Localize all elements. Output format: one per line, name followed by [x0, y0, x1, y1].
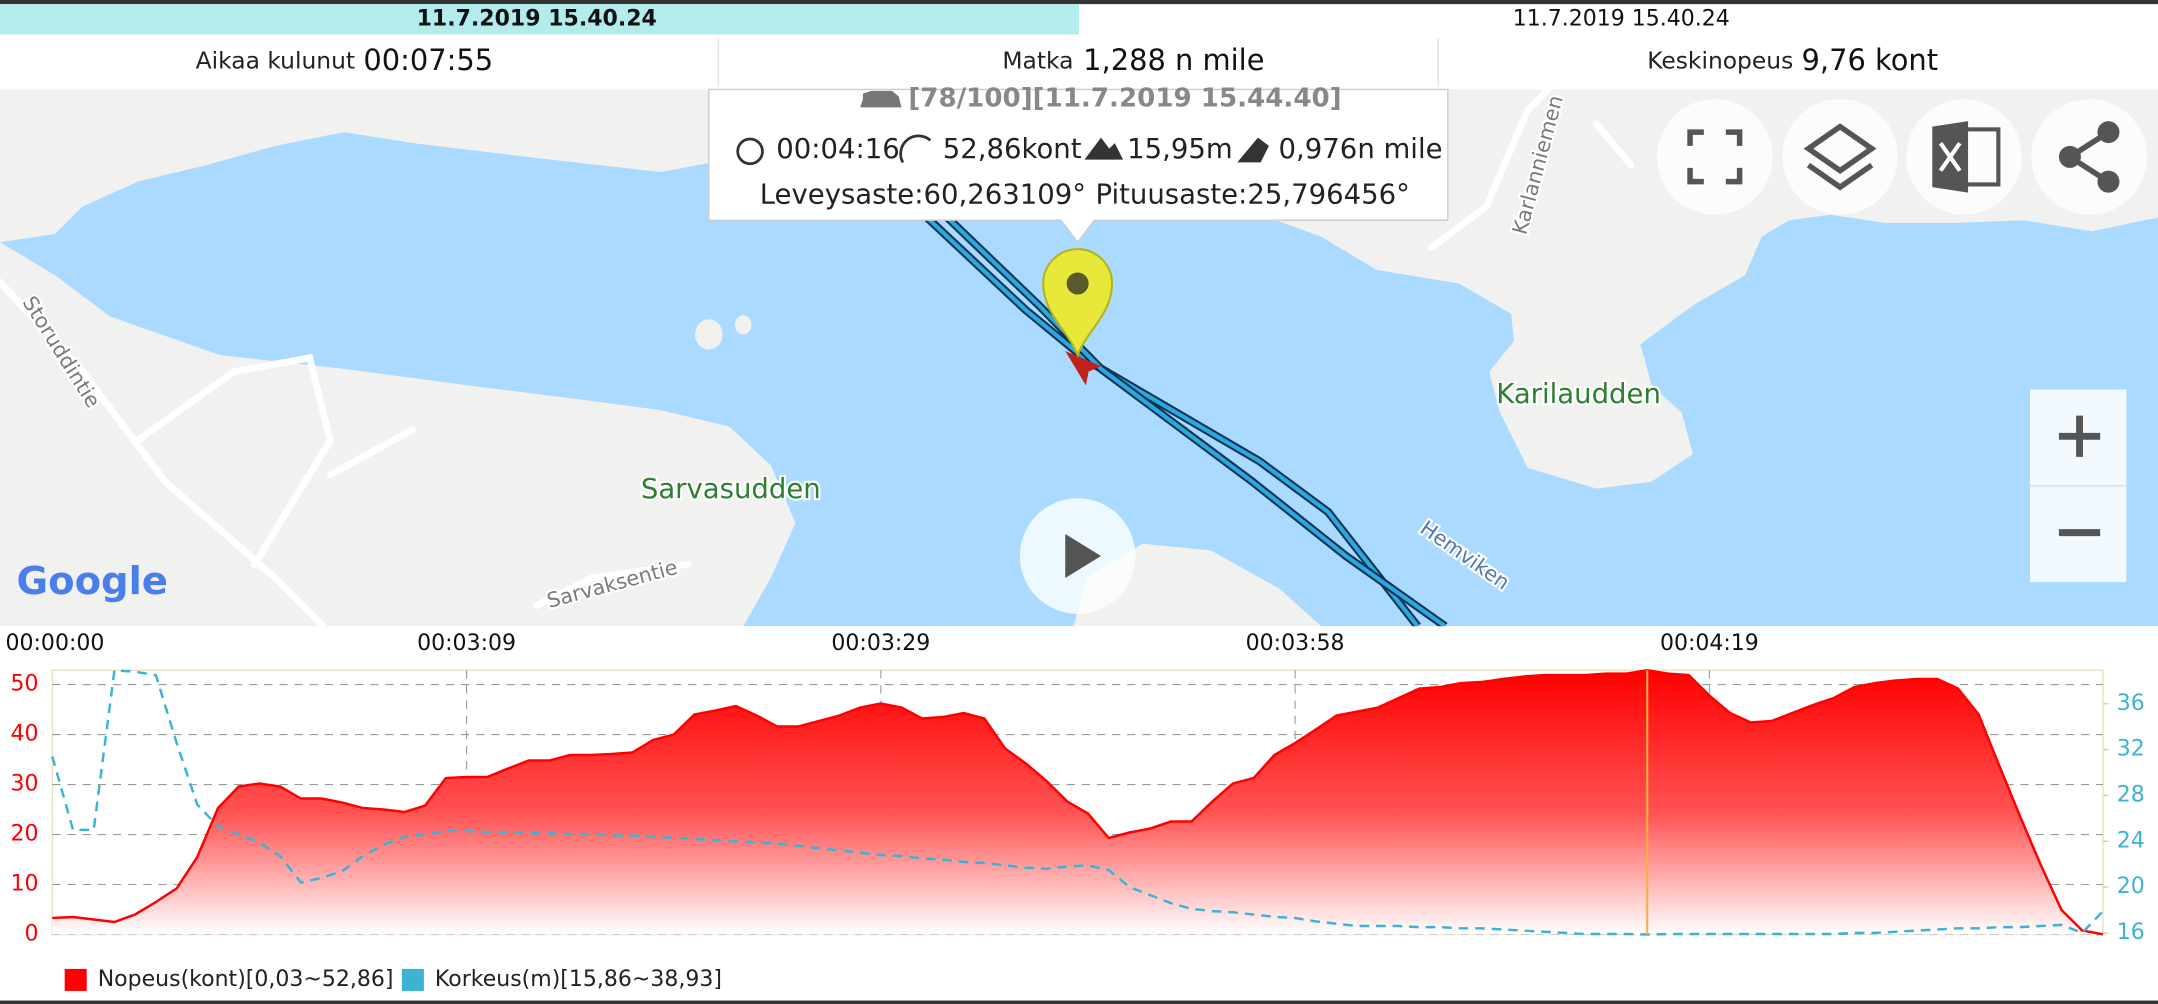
y-tick-label: 10	[11, 872, 39, 897]
popup-speed: 52,86kont	[943, 133, 1082, 165]
y-tick-label: 40	[11, 722, 39, 747]
island	[734, 315, 752, 335]
y-tick-label: 30	[11, 772, 39, 797]
progress-time: 11.7.2019 15.40.24	[417, 6, 657, 31]
road	[326, 425, 417, 479]
x-tick-label: 00:03:29	[831, 631, 930, 656]
y-tick-label: 0	[25, 921, 39, 946]
road	[1593, 120, 1635, 169]
zoom-out-button[interactable]	[2030, 485, 2127, 583]
stats-row	[0, 34, 2158, 90]
legend-label: Nopeus(kont)[0,03~52,86]	[98, 967, 394, 992]
y2-tick-label: 20	[2117, 874, 2145, 899]
track	[913, 204, 1420, 628]
y2-tick-label: 36	[2117, 691, 2145, 716]
stat-value: 1,288 n mile	[1083, 43, 1264, 77]
place-label: Sarvasudden	[641, 473, 821, 505]
y2-tick-label: 32	[2117, 737, 2145, 762]
place-label: Karilaudden	[1496, 378, 1661, 410]
popup-longitude: Pituusaste:25,796456°	[1096, 178, 1410, 210]
timer-icon	[736, 137, 764, 166]
series-area	[52, 670, 2103, 935]
stat-value: 9,76 kont	[1802, 43, 1939, 77]
stat-label: Matka	[1002, 46, 1073, 74]
plot: 0 10 20 30 40 50 16 20 24 28 32 36 00:00:00 00:03:09 0…	[6, 631, 2145, 992]
stat-label: Keskinopeus	[1647, 46, 1793, 74]
info-popup: [78/100][11.7.2019 15.44.40] 00:04:16 52…	[708, 84, 1449, 244]
y-tick-label: 50	[11, 672, 39, 697]
y2-tick-label: 16	[2117, 920, 2145, 945]
speed-icon	[899, 134, 932, 164]
layers-button[interactable]	[1782, 99, 1898, 215]
stat-label: Aikaa kulunut	[196, 46, 355, 74]
island	[695, 319, 723, 350]
legend-swatch	[401, 968, 424, 991]
popup-box	[708, 88, 1449, 244]
y-tick-label: 20	[11, 822, 39, 847]
legend-label: Korkeus(m)[15,86~38,93]	[435, 967, 722, 992]
popup-distance: 0,976n mile	[1279, 133, 1443, 165]
road	[134, 353, 334, 568]
x-tick-label: 00:04:19	[1660, 631, 1759, 656]
play-button[interactable]	[1019, 498, 1136, 614]
bottom-edge	[0, 1000, 2158, 1004]
position-pin	[1042, 248, 1114, 358]
track	[934, 204, 1447, 628]
x-tick-label: 00:00:00	[6, 631, 105, 656]
zoom-in-button[interactable]	[2030, 389, 2127, 486]
legend-swatch	[64, 968, 87, 991]
popup-latitude: Leveysaste:60,263109°	[760, 178, 1086, 210]
x-tick-label: 00:03:09	[417, 631, 516, 656]
mountain-icon	[1084, 137, 1124, 160]
popup-title: [78/100][11.7.2019 15.44.40]	[908, 84, 1341, 114]
pin-dot	[1066, 272, 1089, 295]
y2-tick-label: 28	[2117, 782, 2145, 807]
series-line	[52, 668, 2104, 936]
share-button[interactable]	[2031, 99, 2147, 215]
road	[533, 560, 692, 610]
status-edge	[0, 0, 2158, 5]
island	[1685, 242, 1722, 281]
series-line	[51, 668, 2104, 936]
road	[0, 278, 327, 630]
road	[1427, 86, 1552, 252]
excel-button[interactable]	[1906, 99, 2022, 215]
google-logo: Google	[17, 559, 168, 604]
road-icon	[1237, 137, 1269, 163]
fullscreen-button[interactable]	[1657, 99, 1773, 215]
car-icon	[860, 90, 902, 108]
progress-bar	[0, 4, 1079, 35]
stat-value: 00:07:55	[363, 43, 493, 77]
popup-time: 00:04:16	[776, 133, 900, 165]
direction-arrow	[1065, 350, 1102, 386]
y2-tick-label: 24	[2117, 828, 2145, 853]
popup-altitude: 15,95m	[1127, 133, 1233, 165]
x-tick-label: 00:03:58	[1246, 631, 1345, 656]
end-time: 11.7.2019 15.40.24	[1513, 6, 1730, 31]
land	[1073, 543, 1322, 627]
